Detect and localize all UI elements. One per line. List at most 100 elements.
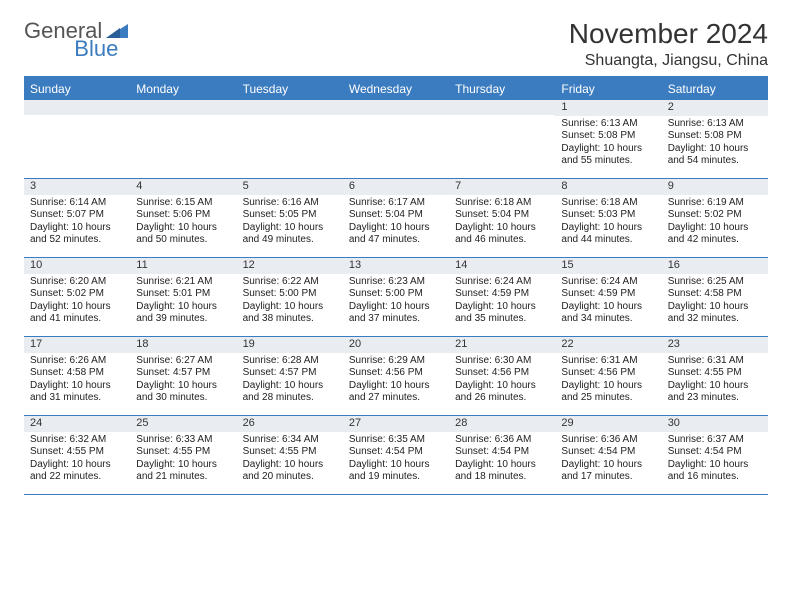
day-number: 13 — [343, 258, 449, 274]
sunset-text: Sunset: 4:57 PM — [136, 367, 230, 380]
sunrise-text: Sunrise: 6:22 AM — [243, 276, 337, 289]
day-cell: 3Sunrise: 6:14 AMSunset: 5:07 PMDaylight… — [24, 179, 130, 257]
dow-tuesday: Tuesday — [237, 78, 343, 100]
day-number: 24 — [24, 416, 130, 432]
sunset-text: Sunset: 4:56 PM — [561, 367, 655, 380]
day-cell: 8Sunrise: 6:18 AMSunset: 5:03 PMDaylight… — [555, 179, 661, 257]
day-body: Sunrise: 6:32 AMSunset: 4:55 PMDaylight:… — [24, 432, 130, 488]
dow-friday: Friday — [555, 78, 661, 100]
sunrise-text: Sunrise: 6:30 AM — [455, 355, 549, 368]
day-body: Sunrise: 6:31 AMSunset: 4:55 PMDaylight:… — [662, 353, 768, 409]
day-cell — [343, 100, 449, 178]
daylight-text: Daylight: 10 hours and 22 minutes. — [30, 459, 124, 484]
sunset-text: Sunset: 4:58 PM — [668, 288, 762, 301]
sunset-text: Sunset: 5:04 PM — [455, 209, 549, 222]
day-number: 8 — [555, 179, 661, 195]
day-body: Sunrise: 6:13 AMSunset: 5:08 PMDaylight:… — [555, 116, 661, 172]
day-body: Sunrise: 6:16 AMSunset: 5:05 PMDaylight:… — [237, 195, 343, 251]
sunrise-text: Sunrise: 6:13 AM — [561, 118, 655, 131]
sunset-text: Sunset: 5:02 PM — [30, 288, 124, 301]
daylight-text: Daylight: 10 hours and 54 minutes. — [668, 143, 762, 168]
daylight-text: Daylight: 10 hours and 18 minutes. — [455, 459, 549, 484]
day-body — [130, 115, 236, 121]
day-cell: 14Sunrise: 6:24 AMSunset: 4:59 PMDayligh… — [449, 258, 555, 336]
sunset-text: Sunset: 5:00 PM — [349, 288, 443, 301]
day-cell: 4Sunrise: 6:15 AMSunset: 5:06 PMDaylight… — [130, 179, 236, 257]
day-number: 16 — [662, 258, 768, 274]
sunrise-text: Sunrise: 6:16 AM — [243, 197, 337, 210]
day-number: 3 — [24, 179, 130, 195]
daylight-text: Daylight: 10 hours and 44 minutes. — [561, 222, 655, 247]
day-cell: 13Sunrise: 6:23 AMSunset: 5:00 PMDayligh… — [343, 258, 449, 336]
sunset-text: Sunset: 5:02 PM — [668, 209, 762, 222]
day-body: Sunrise: 6:36 AMSunset: 4:54 PMDaylight:… — [555, 432, 661, 488]
daylight-text: Daylight: 10 hours and 55 minutes. — [561, 143, 655, 168]
day-cell: 9Sunrise: 6:19 AMSunset: 5:02 PMDaylight… — [662, 179, 768, 257]
week-row: 10Sunrise: 6:20 AMSunset: 5:02 PMDayligh… — [24, 258, 768, 337]
daylight-text: Daylight: 10 hours and 38 minutes. — [243, 301, 337, 326]
day-cell: 6Sunrise: 6:17 AMSunset: 5:04 PMDaylight… — [343, 179, 449, 257]
logo-text-blue: Blue — [74, 36, 118, 62]
daylight-text: Daylight: 10 hours and 32 minutes. — [668, 301, 762, 326]
day-body: Sunrise: 6:31 AMSunset: 4:56 PMDaylight:… — [555, 353, 661, 409]
sunset-text: Sunset: 4:58 PM — [30, 367, 124, 380]
day-number: 1 — [555, 100, 661, 116]
day-number: 20 — [343, 337, 449, 353]
day-body: Sunrise: 6:25 AMSunset: 4:58 PMDaylight:… — [662, 274, 768, 330]
day-number: 5 — [237, 179, 343, 195]
header: General Blue November 2024 Shuangta, Jia… — [24, 18, 768, 70]
day-body: Sunrise: 6:33 AMSunset: 4:55 PMDaylight:… — [130, 432, 236, 488]
day-number: 26 — [237, 416, 343, 432]
day-cell: 7Sunrise: 6:18 AMSunset: 5:04 PMDaylight… — [449, 179, 555, 257]
daylight-text: Daylight: 10 hours and 41 minutes. — [30, 301, 124, 326]
sunset-text: Sunset: 4:54 PM — [455, 446, 549, 459]
sunrise-text: Sunrise: 6:18 AM — [455, 197, 549, 210]
calendar-page: General Blue November 2024 Shuangta, Jia… — [0, 0, 792, 513]
day-number: 15 — [555, 258, 661, 274]
day-body: Sunrise: 6:19 AMSunset: 5:02 PMDaylight:… — [662, 195, 768, 251]
sunset-text: Sunset: 4:55 PM — [668, 367, 762, 380]
daylight-text: Daylight: 10 hours and 49 minutes. — [243, 222, 337, 247]
dow-saturday: Saturday — [662, 78, 768, 100]
sunset-text: Sunset: 5:08 PM — [561, 130, 655, 143]
week-row: 3Sunrise: 6:14 AMSunset: 5:07 PMDaylight… — [24, 179, 768, 258]
day-body: Sunrise: 6:20 AMSunset: 5:02 PMDaylight:… — [24, 274, 130, 330]
day-number: 7 — [449, 179, 555, 195]
sunrise-text: Sunrise: 6:20 AM — [30, 276, 124, 289]
day-number: 21 — [449, 337, 555, 353]
day-number: 30 — [662, 416, 768, 432]
day-body: Sunrise: 6:22 AMSunset: 5:00 PMDaylight:… — [237, 274, 343, 330]
dow-monday: Monday — [130, 78, 236, 100]
day-cell — [449, 100, 555, 178]
day-number: 22 — [555, 337, 661, 353]
day-cell: 19Sunrise: 6:28 AMSunset: 4:57 PMDayligh… — [237, 337, 343, 415]
daylight-text: Daylight: 10 hours and 21 minutes. — [136, 459, 230, 484]
sunrise-text: Sunrise: 6:29 AM — [349, 355, 443, 368]
sunrise-text: Sunrise: 6:24 AM — [455, 276, 549, 289]
sunrise-text: Sunrise: 6:21 AM — [136, 276, 230, 289]
sunrise-text: Sunrise: 6:27 AM — [136, 355, 230, 368]
day-number: 11 — [130, 258, 236, 274]
sunset-text: Sunset: 5:07 PM — [30, 209, 124, 222]
day-cell: 20Sunrise: 6:29 AMSunset: 4:56 PMDayligh… — [343, 337, 449, 415]
sunrise-text: Sunrise: 6:35 AM — [349, 434, 443, 447]
sunset-text: Sunset: 4:54 PM — [668, 446, 762, 459]
sunset-text: Sunset: 5:04 PM — [349, 209, 443, 222]
daylight-text: Daylight: 10 hours and 35 minutes. — [455, 301, 549, 326]
day-cell: 15Sunrise: 6:24 AMSunset: 4:59 PMDayligh… — [555, 258, 661, 336]
sunset-text: Sunset: 4:55 PM — [243, 446, 337, 459]
sunrise-text: Sunrise: 6:26 AM — [30, 355, 124, 368]
day-body: Sunrise: 6:27 AMSunset: 4:57 PMDaylight:… — [130, 353, 236, 409]
day-cell: 2Sunrise: 6:13 AMSunset: 5:08 PMDaylight… — [662, 100, 768, 178]
sunset-text: Sunset: 5:00 PM — [243, 288, 337, 301]
day-number: 2 — [662, 100, 768, 116]
day-number: 14 — [449, 258, 555, 274]
day-cell: 22Sunrise: 6:31 AMSunset: 4:56 PMDayligh… — [555, 337, 661, 415]
sunset-text: Sunset: 4:54 PM — [349, 446, 443, 459]
sunrise-text: Sunrise: 6:33 AM — [136, 434, 230, 447]
title-block: November 2024 Shuangta, Jiangsu, China — [569, 18, 768, 70]
day-cell — [24, 100, 130, 178]
dow-sunday: Sunday — [24, 78, 130, 100]
day-cell: 21Sunrise: 6:30 AMSunset: 4:56 PMDayligh… — [449, 337, 555, 415]
logo: General Blue — [24, 18, 176, 44]
